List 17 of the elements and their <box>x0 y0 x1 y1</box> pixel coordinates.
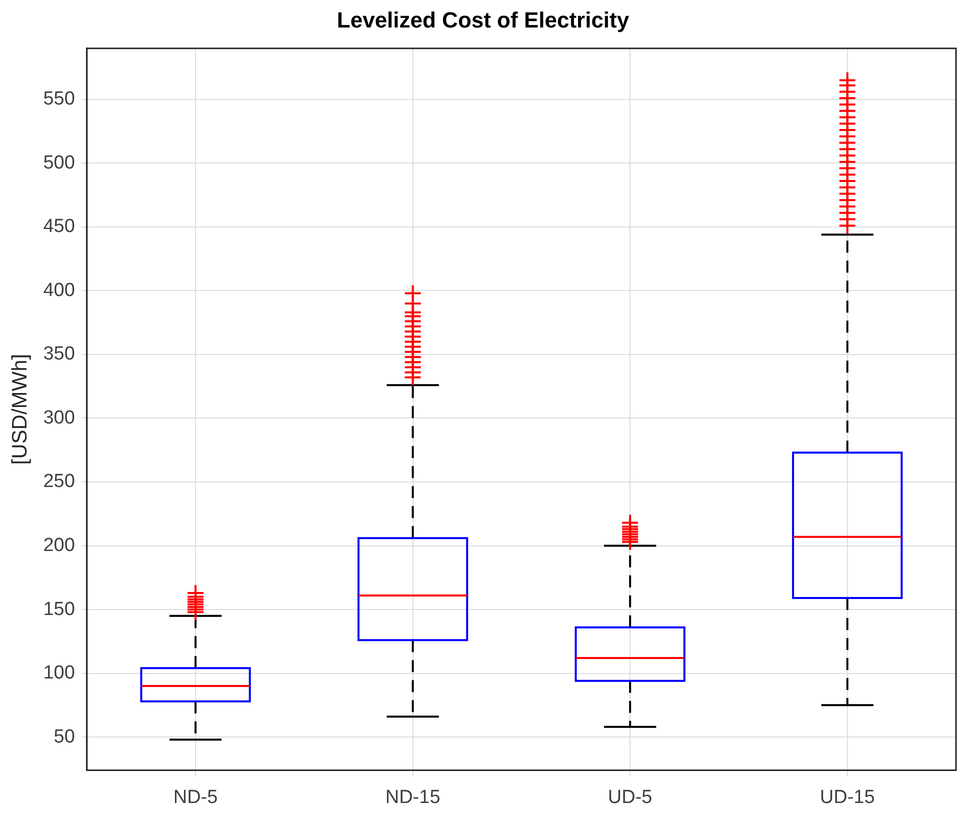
y-tick-label: 50 <box>54 726 75 748</box>
y-tick-label: 450 <box>43 216 75 238</box>
y-tick-label: 300 <box>43 407 75 428</box>
x-tick-label: ND-5 <box>173 786 218 808</box>
x-tick-label: ND-15 <box>385 786 440 808</box>
y-tick-label: 100 <box>43 662 75 684</box>
y-tick-label: 250 <box>43 471 75 492</box>
x-tick-label: UD-15 <box>820 786 875 808</box>
y-tick-label: 400 <box>43 280 75 301</box>
y-tick-label: 500 <box>43 152 75 174</box>
x-tick-label: UD-5 <box>608 786 652 808</box>
y-tick-label: 200 <box>43 534 75 556</box>
y-tick-label: 550 <box>43 88 75 110</box>
chart-title: Levelized Cost of Electricity <box>336 7 630 32</box>
y-axis-title: [USD/MWh] <box>8 354 32 465</box>
y-tick-label: 150 <box>43 598 75 620</box>
y-tick-label: 350 <box>43 344 75 365</box>
